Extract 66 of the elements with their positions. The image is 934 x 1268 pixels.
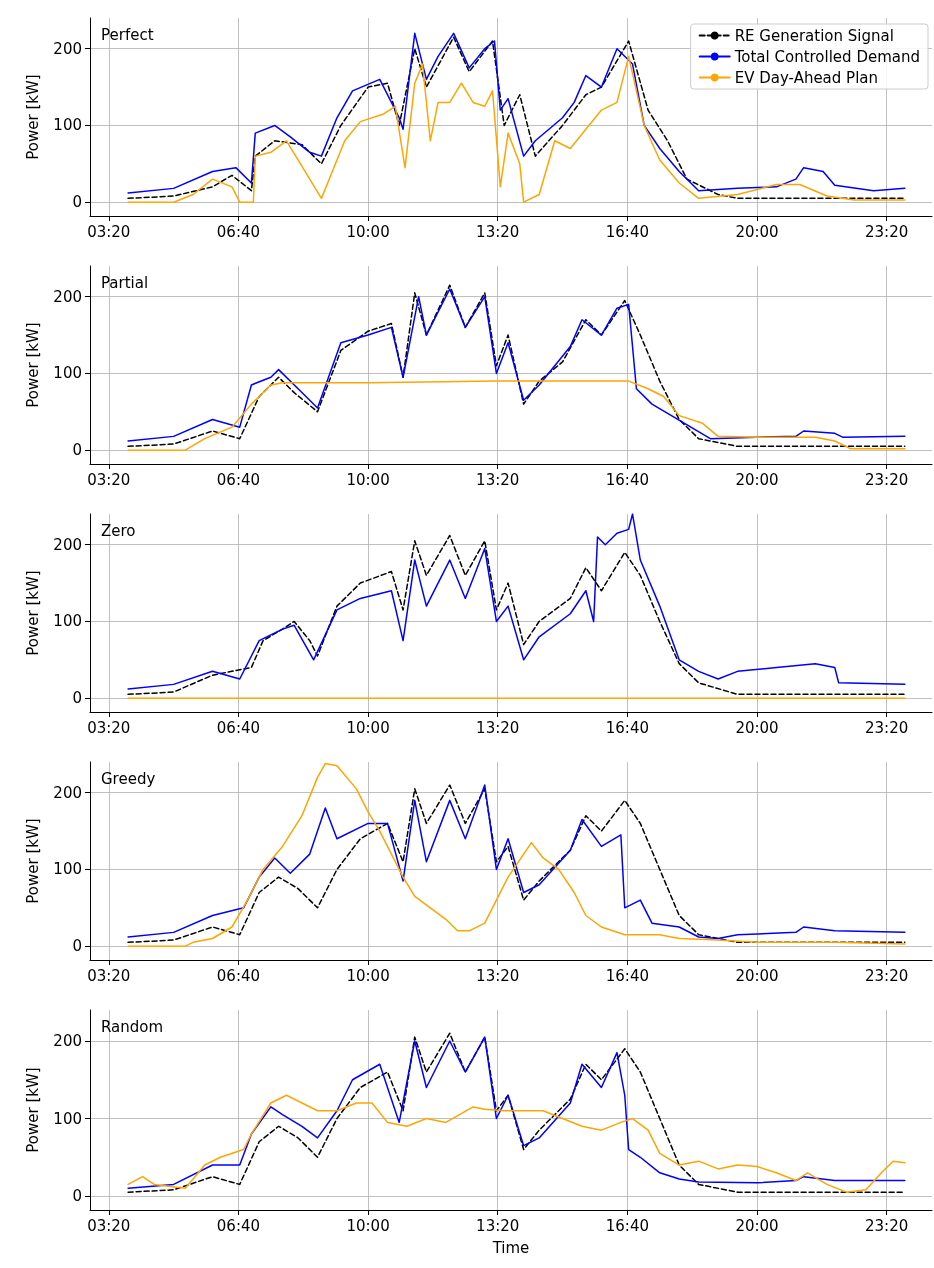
y-axis-title: Power [kW] bbox=[23, 74, 42, 160]
x-tick-label: 16:40 bbox=[605, 222, 649, 241]
x-tick-label: 20:00 bbox=[735, 222, 779, 241]
x-tick-label: 20:00 bbox=[735, 966, 779, 985]
x-tick-label: 20:00 bbox=[735, 718, 779, 737]
y-tick-label: 0 bbox=[72, 1187, 82, 1206]
x-tick-label: 20:00 bbox=[735, 1216, 779, 1235]
x-tick-label: 06:40 bbox=[216, 966, 261, 985]
y-tick-label: 100 bbox=[53, 860, 82, 879]
y-axis-title: Power [kW] bbox=[23, 570, 42, 656]
x-tick-label: 13:20 bbox=[476, 1216, 520, 1235]
y-tick-label: 200 bbox=[53, 783, 82, 802]
x-tick-label: 23:20 bbox=[865, 1216, 909, 1235]
x-tick-label: 16:40 bbox=[605, 1216, 649, 1235]
x-tick-label: 23:20 bbox=[865, 222, 909, 241]
x-tick-label: 23:20 bbox=[865, 966, 909, 985]
line-series bbox=[127, 380, 906, 451]
x-tick-label: 03:20 bbox=[87, 470, 131, 489]
text: Perfect bbox=[101, 25, 154, 44]
x-tick-label: 06:40 bbox=[216, 222, 261, 241]
y-tick-label: 100 bbox=[53, 612, 82, 631]
text: Greedy bbox=[101, 769, 156, 788]
x-tick-label: 13:20 bbox=[476, 470, 520, 489]
x-tick-label: 10:00 bbox=[346, 718, 390, 737]
x-tick-label: 13:20 bbox=[476, 222, 520, 241]
y-axis-title: Power [kW] bbox=[23, 322, 42, 408]
x-tick-label: 23:20 bbox=[865, 470, 909, 489]
y-tick-label: 100 bbox=[53, 1109, 82, 1128]
y-axis-title: Power [kW] bbox=[23, 1067, 42, 1153]
text: Random bbox=[101, 1017, 164, 1036]
x-tick-label: 16:40 bbox=[605, 470, 649, 489]
y-tick-label: 200 bbox=[53, 1032, 82, 1051]
x-tick-label: 06:40 bbox=[216, 718, 261, 737]
y-tick-label: 0 bbox=[72, 193, 82, 212]
x-tick-label: 03:20 bbox=[87, 1216, 131, 1235]
legend-label: RE Generation Signal bbox=[734, 26, 894, 45]
y-tick-label: 0 bbox=[72, 441, 82, 460]
x-tick-label: 10:00 bbox=[346, 222, 390, 241]
x-tick-label: 16:40 bbox=[605, 718, 649, 737]
x-tick-label: 10:00 bbox=[346, 470, 390, 489]
y-tick-label: 100 bbox=[53, 364, 82, 383]
y-tick-label: 0 bbox=[72, 937, 82, 956]
y-axis-title: Power [kW] bbox=[23, 818, 42, 904]
x-tick-label: 03:20 bbox=[87, 718, 131, 737]
x-tick-label: 03:20 bbox=[87, 966, 131, 985]
x-tick-label: 10:00 bbox=[346, 1216, 390, 1235]
x-axis-title: Time bbox=[491, 1238, 530, 1257]
y-tick-label: 200 bbox=[53, 535, 82, 554]
x-tick-label: 06:40 bbox=[216, 1216, 261, 1235]
y-tick-label: 200 bbox=[53, 287, 82, 306]
y-tick-label: 100 bbox=[53, 116, 82, 135]
y-tick-label: 200 bbox=[53, 39, 82, 58]
text: Zero bbox=[101, 521, 136, 540]
legend-label: EV Day-Ahead Plan bbox=[734, 68, 879, 87]
legend-label: Total Controlled Demand bbox=[733, 47, 921, 66]
x-tick-label: 13:20 bbox=[476, 966, 520, 985]
x-tick-label: 20:00 bbox=[735, 470, 779, 489]
x-tick-label: 16:40 bbox=[605, 966, 649, 985]
x-tick-label: 23:20 bbox=[865, 718, 909, 737]
text: Partial bbox=[101, 273, 149, 292]
x-tick-label: 06:40 bbox=[216, 470, 261, 489]
y-tick-label: 0 bbox=[72, 689, 82, 708]
x-tick-label: 10:00 bbox=[346, 966, 390, 985]
x-tick-label: 13:20 bbox=[476, 718, 520, 737]
line-series bbox=[127, 1094, 906, 1193]
x-tick-label: 03:20 bbox=[87, 222, 131, 241]
